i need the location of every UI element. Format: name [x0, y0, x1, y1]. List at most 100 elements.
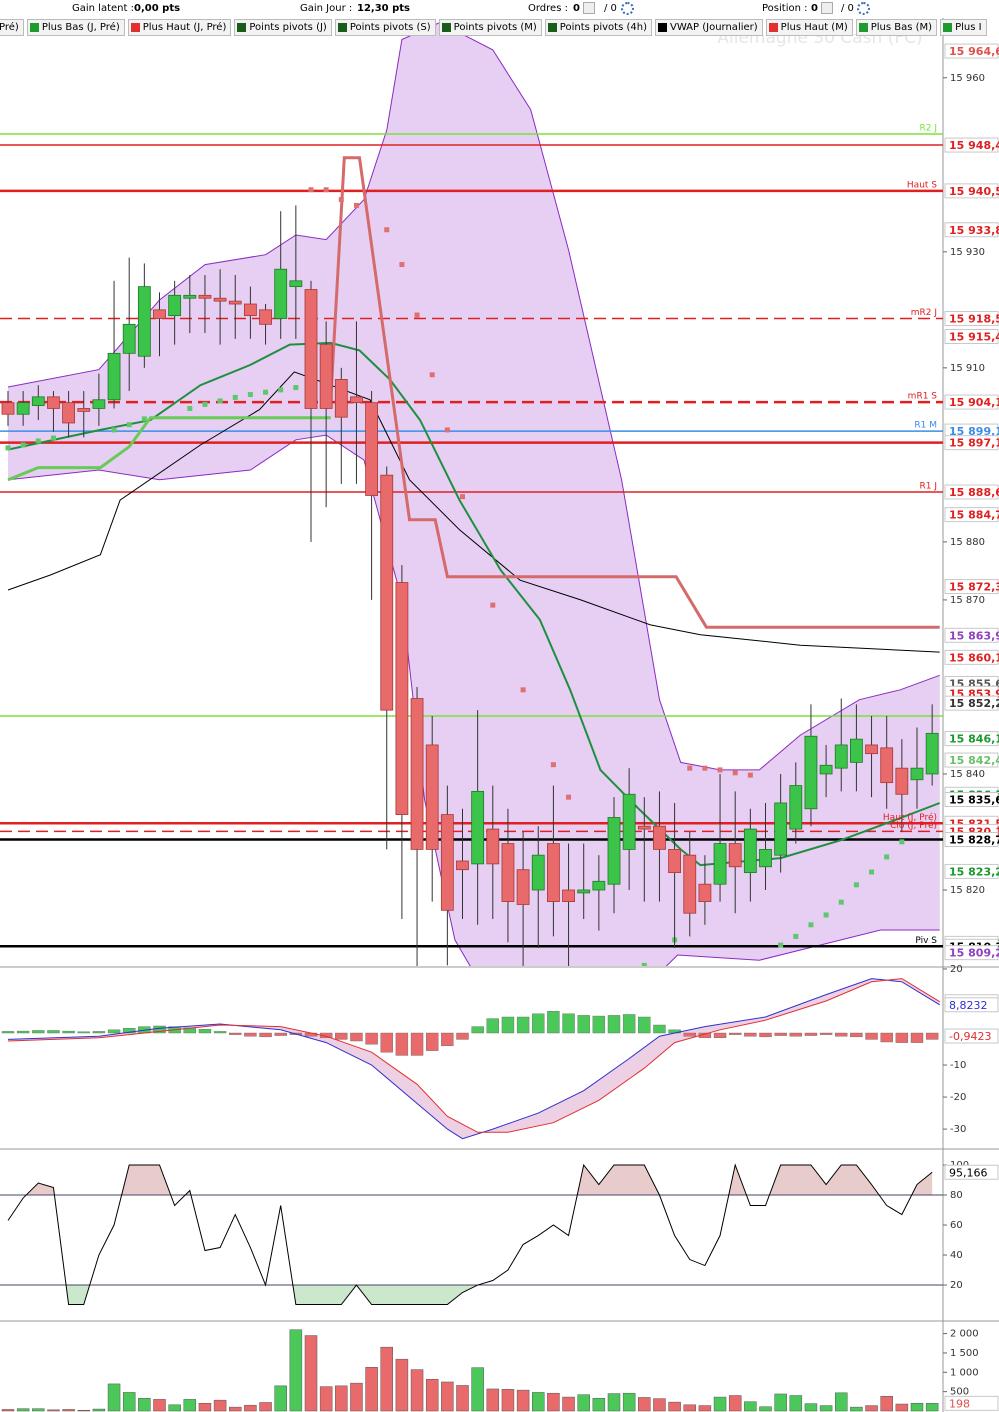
bollinger-fill: [8, 22, 940, 966]
candle-body: [274, 268, 288, 319]
y-tick-label: 1 000: [950, 1367, 979, 1378]
indicator-tab[interactable]: Plus Haut (M): [765, 19, 853, 36]
value-label-box: [944, 832, 999, 848]
candle-body: [304, 289, 318, 409]
level-name: R1 M: [914, 421, 937, 431]
sar-dot: [899, 839, 905, 845]
y-tick-label: 15 960: [950, 73, 985, 84]
sar-dot: [490, 602, 496, 608]
settings-icon[interactable]: [621, 2, 634, 15]
overlay-line: [329, 156, 940, 629]
sar-dot: [566, 794, 572, 800]
volume-bar: [698, 1405, 712, 1412]
value-label: 15 897,1: [949, 437, 999, 450]
volume-bar: [622, 1392, 636, 1412]
volume-bar: [910, 1403, 924, 1412]
indicator-tab[interactable]: Pré): [0, 19, 24, 36]
sar-dot: [460, 494, 465, 500]
value-label: 15 842,4: [949, 754, 999, 767]
volume-bar: [744, 1401, 757, 1412]
sar-dot: [111, 427, 117, 433]
candle-body: [243, 303, 257, 317]
volume-bar: [365, 1367, 378, 1412]
volume-bar: [77, 1409, 90, 1412]
indicator-tab[interactable]: Points pivots (4h): [544, 19, 652, 36]
tab-label: Points pivots (4h): [559, 22, 647, 33]
y-tick-label: 15 930: [950, 247, 985, 258]
sar-dot: [202, 401, 208, 407]
sar-dot: [717, 767, 723, 773]
sar-dot: [520, 687, 526, 693]
stoch-zone-fill: [8, 1165, 933, 1196]
candle-body: [153, 309, 166, 319]
candle-body: [880, 747, 894, 784]
sar-dot: [702, 765, 708, 771]
sar-dot: [5, 445, 11, 451]
value-label-box: [944, 863, 999, 879]
value-label-box: [944, 137, 999, 153]
tab-label: Plus Haut (M): [780, 22, 848, 33]
indicator-tab[interactable]: Plus Bas (J, Pré): [26, 19, 125, 36]
tab-label: Plus I: [955, 22, 982, 33]
tab-label: Points pivots (M): [453, 22, 537, 33]
indicator-tab[interactable]: Points pivots (S): [334, 19, 436, 36]
stoch-line: [7, 1163, 933, 1306]
volume-bar: [183, 1399, 197, 1412]
macd-bar: [274, 1032, 287, 1036]
candle-body: [834, 744, 848, 769]
settings-icon[interactable]: [857, 2, 870, 15]
volume-bar: [789, 1395, 803, 1412]
macd-bar: [92, 1031, 106, 1034]
candle-body: [804, 735, 818, 810]
macd-bar: [925, 1032, 939, 1040]
macd-line: [7, 978, 940, 1133]
value-label-box: [944, 945, 999, 961]
swatch: [658, 23, 667, 32]
indicator-tab[interactable]: Points pivots (J): [234, 19, 332, 36]
y-tick-label: 20: [950, 964, 963, 975]
macd-bar: [683, 1032, 696, 1037]
candle-body: [425, 744, 439, 850]
sar-dot: [732, 770, 738, 776]
tab-label: Plus Haut (J, Pré): [142, 22, 227, 33]
tab-label: Points pivots (S): [349, 22, 431, 33]
candle-body: [183, 294, 197, 299]
y-tick-label: 40: [950, 1250, 963, 1261]
level-name: R1 J: [920, 482, 938, 492]
candle-body: [683, 854, 697, 914]
volume-bar: [835, 1392, 848, 1412]
overlay-line: [7, 416, 331, 482]
volume-bar: [229, 1406, 242, 1412]
indicator-tab[interactable]: Plus I: [940, 19, 987, 36]
candle-body: [259, 309, 272, 325]
indicator-tab[interactable]: Plus Haut (J, Pré): [127, 19, 232, 36]
macd-bar: [850, 1032, 863, 1038]
macd-bar: [547, 1011, 560, 1034]
value-label-box: [944, 997, 999, 1013]
volume-bar: [16, 1408, 30, 1412]
macd-fill: [8, 978, 940, 1139]
macd-bar: [62, 1030, 75, 1034]
volume-bar: [274, 1385, 287, 1412]
sar-dot: [550, 762, 556, 768]
bollinger-upper: [7, 22, 940, 771]
swatch: [768, 23, 778, 32]
macd-bar: [713, 1032, 727, 1039]
level-name: Clo (J, Pré): [890, 820, 937, 831]
macd-bar: [198, 1028, 212, 1034]
volume-bar: [547, 1392, 560, 1412]
volume-bar: [865, 1405, 878, 1412]
position-icon[interactable]: [821, 2, 833, 14]
volume-panel: [1, 1329, 939, 1412]
candle-body: [865, 744, 878, 755]
macd-bar: [229, 1032, 242, 1035]
sar-dot: [232, 394, 238, 400]
indicator-tab[interactable]: Points pivots (M): [438, 19, 542, 36]
order-icon[interactable]: [583, 2, 595, 14]
candle-body: [122, 323, 136, 354]
candle-body: [289, 280, 303, 288]
macd-bar: [486, 1018, 499, 1034]
volume-bar: [62, 1409, 75, 1412]
indicator-tab[interactable]: VWAP (Journalier): [655, 19, 763, 36]
indicator-tab[interactable]: Plus Bas (M): [855, 19, 938, 36]
